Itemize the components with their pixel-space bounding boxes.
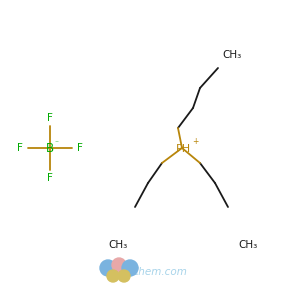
- Text: F: F: [47, 113, 53, 123]
- Text: F: F: [17, 143, 23, 153]
- Text: CH₃: CH₃: [108, 240, 128, 250]
- Text: Chem.com: Chem.com: [132, 267, 188, 277]
- Text: F: F: [77, 143, 83, 153]
- Circle shape: [118, 270, 130, 282]
- Text: +: +: [192, 137, 198, 146]
- Circle shape: [107, 270, 119, 282]
- Circle shape: [112, 258, 126, 272]
- Text: PH: PH: [176, 144, 190, 154]
- Circle shape: [122, 260, 138, 276]
- Text: F: F: [47, 173, 53, 183]
- Circle shape: [100, 260, 116, 276]
- Text: B: B: [46, 142, 54, 154]
- Text: CH₃: CH₃: [238, 240, 258, 250]
- Text: ⁻: ⁻: [54, 139, 58, 148]
- Text: CH₃: CH₃: [222, 50, 242, 60]
